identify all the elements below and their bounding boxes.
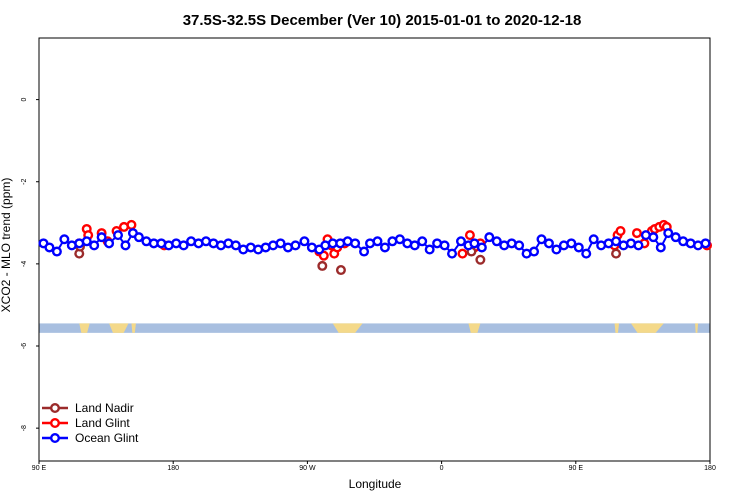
x-axis: 90 E 180 90 W 0 90 E 180 — [32, 461, 716, 472]
point-land-nadir — [611, 248, 622, 259]
x-tick-label: 0 — [440, 465, 444, 472]
point-ocean-glint — [230, 240, 241, 251]
y-tick-label: -2 — [21, 179, 28, 185]
point-ocean-glint — [581, 248, 592, 259]
legend-marker — [50, 403, 61, 414]
chart-title: 37.5S-32.5S December (Ver 10) 2015-01-01… — [183, 12, 582, 29]
point-ocean-glint — [573, 242, 584, 253]
legend-label: Ocean Glint — [75, 431, 139, 445]
y-axis-label: XCO2 - MLO trend (ppm) — [0, 178, 13, 313]
point-ocean-glint — [372, 236, 383, 247]
point-ocean-glint — [648, 232, 659, 243]
legend-marker — [50, 433, 61, 444]
x-tick-label: 90 E — [32, 465, 47, 472]
point-ocean-glint — [133, 232, 144, 243]
point-ocean-glint — [447, 248, 458, 259]
point-ocean-glint — [409, 240, 420, 251]
map-strip — [39, 323, 710, 333]
plot-frame — [38, 37, 711, 462]
point-ocean-glint — [439, 240, 450, 251]
series-layer — [38, 219, 713, 276]
land-patch — [109, 323, 129, 333]
point-ocean-glint — [89, 240, 100, 251]
point-ocean-glint — [551, 244, 562, 255]
point-ocean-glint — [104, 238, 115, 249]
legend-label: Land Nadir — [75, 401, 134, 415]
land-patch — [332, 323, 363, 333]
point-ocean-glint — [51, 246, 62, 257]
x-tick-label: 180 — [704, 465, 716, 472]
x-tick-label: 90 W — [299, 465, 316, 472]
point-ocean-glint — [417, 236, 428, 247]
y-tick-label: -4 — [21, 261, 28, 267]
point-ocean-glint — [663, 228, 674, 239]
point-ocean-glint — [81, 236, 92, 247]
point-ocean-glint — [299, 236, 310, 247]
point-ocean-glint — [469, 238, 480, 249]
point-ocean-glint — [655, 242, 666, 253]
land-patch — [630, 323, 664, 333]
land-patch — [614, 323, 620, 333]
point-ocean-glint — [670, 232, 681, 243]
point-land-glint — [464, 230, 475, 241]
point-ocean-glint — [529, 246, 540, 257]
point-ocean-glint — [543, 238, 554, 249]
point-ocean-glint — [476, 242, 487, 253]
point-ocean-glint — [350, 238, 361, 249]
y-tick-label: -8 — [21, 425, 28, 431]
point-ocean-glint — [633, 240, 644, 251]
y-axis: 0 -2 -4 -6 -8 — [21, 98, 39, 431]
y-tick-label: -6 — [21, 343, 28, 349]
point-ocean-glint — [113, 230, 124, 241]
legend-label: Land Glint — [75, 416, 130, 430]
point-ocean-glint — [700, 238, 711, 249]
point-land-nadir — [317, 260, 328, 271]
point-land-glint — [615, 226, 626, 237]
land-patch — [468, 323, 481, 333]
land-patch — [131, 323, 136, 333]
point-ocean-glint — [290, 240, 301, 251]
legend-marker — [50, 418, 61, 429]
point-ocean-glint — [611, 236, 622, 247]
point-ocean-glint — [484, 232, 495, 243]
point-ocean-glint — [536, 234, 547, 245]
point-ocean-glint — [424, 244, 435, 255]
land-patch — [695, 323, 699, 333]
ocean-band — [39, 323, 710, 333]
point-ocean-glint — [491, 236, 502, 247]
point-ocean-glint — [44, 242, 55, 253]
point-ocean-glint — [178, 240, 189, 251]
point-land-nadir — [475, 254, 486, 265]
point-ocean-glint — [379, 242, 390, 253]
point-land-glint — [631, 228, 642, 239]
x-tick-label: 180 — [167, 465, 179, 472]
x-tick-label: 90 E — [569, 465, 584, 472]
point-land-glint — [457, 248, 468, 259]
point-land-glint — [126, 219, 137, 230]
point-land-nadir — [335, 265, 346, 276]
point-ocean-glint — [359, 246, 370, 257]
point-ocean-glint — [59, 234, 70, 245]
point-ocean-glint — [566, 238, 577, 249]
point-ocean-glint — [96, 232, 107, 243]
point-ocean-glint — [275, 238, 286, 249]
point-ocean-glint — [394, 234, 405, 245]
land-patch — [79, 323, 90, 333]
point-ocean-glint — [120, 240, 131, 251]
point-ocean-glint — [514, 240, 525, 251]
y-tick-label: 0 — [21, 98, 28, 102]
x-axis-label: Longitude — [349, 477, 402, 491]
point-ocean-glint — [455, 236, 466, 247]
point-ocean-glint — [588, 234, 599, 245]
